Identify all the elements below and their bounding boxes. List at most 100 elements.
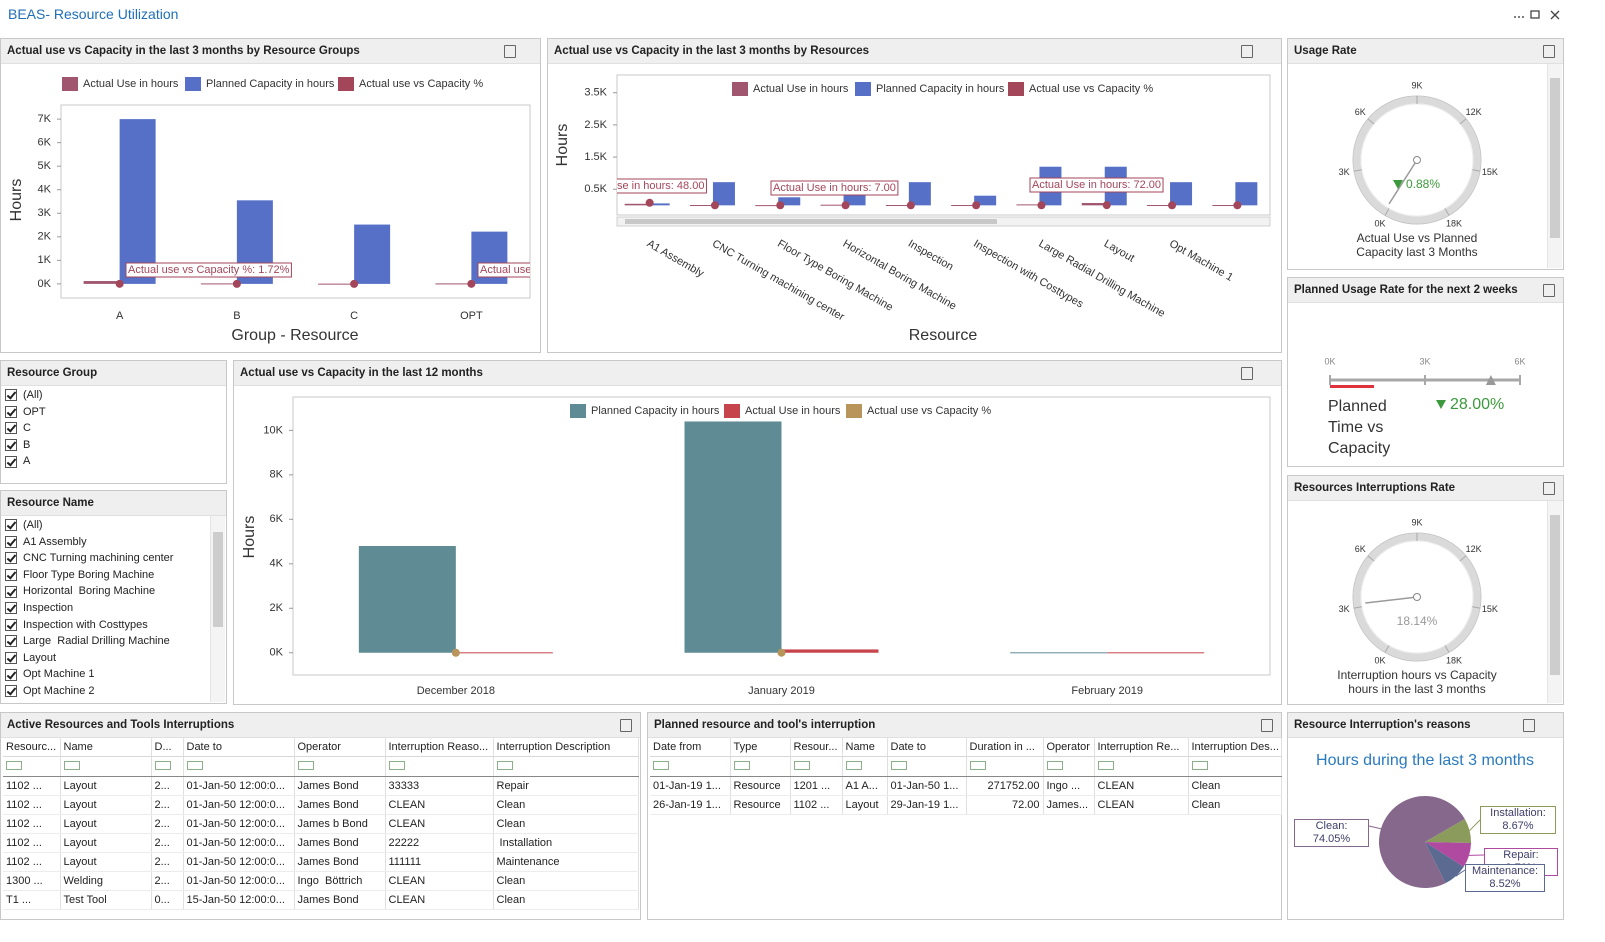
- checkbox[interactable]: [5, 569, 17, 582]
- checkbox[interactable]: [5, 635, 17, 648]
- filter-cell[interactable]: [1094, 756, 1189, 777]
- checkbox[interactable]: [5, 685, 17, 698]
- filter-cell[interactable]: [385, 756, 494, 777]
- window-controls[interactable]: [1505, 6, 1575, 26]
- filter-item[interactable]: C: [5, 420, 210, 437]
- column-header[interactable]: Name: [60, 738, 152, 757]
- annotation: se in hours: 48.00: [617, 180, 704, 192]
- column-header[interactable]: Date to: [183, 738, 295, 757]
- column-header[interactable]: Date from: [650, 738, 731, 757]
- bar: [689, 205, 712, 207]
- export-icon[interactable]: [1543, 45, 1555, 58]
- checkbox[interactable]: [5, 668, 17, 681]
- column-header[interactable]: Type: [730, 738, 791, 757]
- data-row[interactable]: 1102 ... Layout 2... 01-Jan-50 12:00:0... Ja…: [3, 814, 639, 834]
- column-header[interactable]: Resourc...: [3, 738, 61, 757]
- export-icon[interactable]: [1523, 719, 1535, 732]
- checkbox[interactable]: [5, 389, 17, 402]
- data-row[interactable]: 26-Jan-19 1... Resource 1102 ... Layout 29-J…: [650, 795, 1282, 815]
- export-icon[interactable]: [1261, 719, 1273, 732]
- column-header[interactable]: Interruption Description: [493, 738, 639, 757]
- point: [1233, 201, 1242, 210]
- filter-cell[interactable]: [730, 756, 791, 777]
- filter-cell[interactable]: [1188, 756, 1282, 777]
- filter-cell[interactable]: [790, 756, 843, 777]
- scroll-thumb[interactable]: [625, 219, 997, 224]
- export-icon[interactable]: [1241, 45, 1253, 58]
- filter-item[interactable]: Horizontal Boring Machine: [5, 583, 210, 600]
- export-icon[interactable]: [1543, 284, 1555, 297]
- checkbox[interactable]: [5, 602, 17, 615]
- filter-cell[interactable]: [183, 756, 295, 777]
- filter-cell[interactable]: [842, 756, 888, 777]
- checkbox[interactable]: [5, 422, 17, 435]
- export-icon[interactable]: [1543, 482, 1555, 495]
- point: [972, 201, 981, 210]
- checkbox[interactable]: [5, 455, 17, 468]
- x-tick-label: C: [350, 310, 358, 322]
- filter-cell[interactable]: [966, 756, 1044, 777]
- gauge-bar: [1330, 385, 1375, 388]
- filter-cell[interactable]: [650, 756, 731, 777]
- column-header[interactable]: Resour...: [790, 738, 843, 757]
- data-row[interactable]: T1 ... Test Tool 0... 15-Jan-50 12:00:0... J…: [3, 890, 639, 910]
- scrollbar[interactable]: [210, 516, 225, 702]
- checkbox[interactable]: [5, 585, 17, 598]
- filter-item[interactable]: A1 Assembly: [5, 534, 210, 551]
- data-row[interactable]: 01-Jan-19 1... Resource 1201 ... A1 A... 01-…: [650, 776, 1282, 796]
- filter-item[interactable]: Large Radial Drilling Machine: [5, 633, 210, 650]
- checkbox[interactable]: [5, 652, 17, 665]
- filter-item[interactable]: Opt Machine 1: [5, 666, 210, 683]
- filter-item-label: A: [23, 455, 31, 468]
- filter-cell[interactable]: [60, 756, 152, 777]
- column-header[interactable]: Interruption Reaso...: [385, 738, 494, 757]
- filter-item-label: OPT: [23, 405, 46, 418]
- filter-item[interactable]: (All): [5, 517, 210, 534]
- column-header[interactable]: D...: [151, 738, 184, 757]
- export-icon[interactable]: [504, 45, 516, 58]
- filter-item[interactable]: CNC Turning machining center: [5, 550, 210, 567]
- checkbox[interactable]: [5, 535, 17, 548]
- filter-cell[interactable]: [294, 756, 386, 777]
- column-header[interactable]: Interruption Des...: [1188, 738, 1282, 757]
- data-row[interactable]: 1300 ... Welding 2... 01-Jan-50 12:00:0... I…: [3, 871, 639, 891]
- filter-item[interactable]: Layout: [5, 650, 210, 667]
- panel-title: Usage Rate: [1294, 45, 1357, 57]
- filter-cell[interactable]: [3, 756, 61, 777]
- checkbox[interactable]: [5, 519, 17, 532]
- filter-item[interactable]: Inspection: [5, 600, 210, 617]
- column-header[interactable]: Operator: [1043, 738, 1095, 757]
- column-header[interactable]: Operator: [294, 738, 386, 757]
- export-icon[interactable]: [1241, 367, 1253, 380]
- panel-title: Planned resource and tool's interruption: [654, 719, 876, 731]
- filter-cell[interactable]: [887, 756, 967, 777]
- checkbox[interactable]: [5, 552, 17, 565]
- scrollbar[interactable]: [1547, 501, 1562, 703]
- filter-cell[interactable]: [151, 756, 184, 777]
- filter-item[interactable]: Floor Type Boring Machine: [5, 567, 210, 584]
- filter-item[interactable]: Opt Machine 2: [5, 683, 210, 700]
- scrollbar[interactable]: [1547, 64, 1562, 268]
- filter-item[interactable]: B: [5, 437, 210, 454]
- filter-cell[interactable]: [1043, 756, 1095, 777]
- cell: 2...: [151, 852, 184, 872]
- data-row[interactable]: 1102 ... Layout 2... 01-Jan-50 12:00:0... Ja…: [3, 776, 639, 796]
- data-row[interactable]: 1102 ... Layout 2... 01-Jan-50 12:00:0... Ja…: [3, 852, 639, 872]
- gauge-tick-label: 9K: [1411, 80, 1422, 90]
- export-icon[interactable]: [620, 719, 632, 732]
- column-header[interactable]: Date to: [887, 738, 967, 757]
- checkbox[interactable]: [5, 618, 17, 631]
- filter-item[interactable]: Inspection with Costtypes: [5, 617, 210, 634]
- checkbox[interactable]: [5, 405, 17, 418]
- data-row[interactable]: 1102 ... Layout 2... 01-Jan-50 12:00:0... Ja…: [3, 795, 639, 815]
- filter-item[interactable]: OPT: [5, 404, 210, 421]
- table-panel: Planned resource and tool's interruption…: [647, 712, 1282, 920]
- column-header[interactable]: Name: [842, 738, 888, 757]
- column-header[interactable]: Interruption Re...: [1094, 738, 1189, 757]
- data-row[interactable]: 1102 ... Layout 2... 01-Jan-50 12:00:0... Ja…: [3, 833, 639, 853]
- column-header[interactable]: Duration in ...: [966, 738, 1044, 757]
- filter-cell[interactable]: [493, 756, 639, 777]
- filter-item[interactable]: (All): [5, 387, 210, 404]
- filter-item[interactable]: A: [5, 453, 210, 470]
- checkbox[interactable]: [5, 439, 17, 452]
